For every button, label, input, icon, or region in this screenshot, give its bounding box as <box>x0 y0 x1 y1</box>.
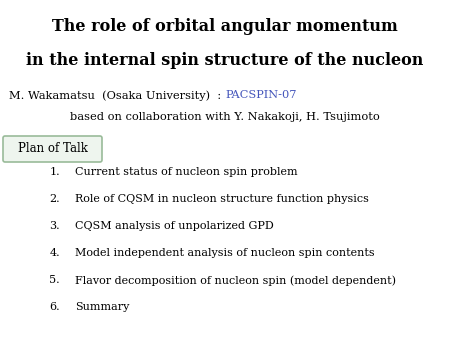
Text: Model independent analysis of nucleon spin contents: Model independent analysis of nucleon sp… <box>75 248 374 258</box>
Text: The role of orbital angular momentum: The role of orbital angular momentum <box>52 18 398 35</box>
Text: 5.: 5. <box>50 275 60 285</box>
Text: CQSM analysis of unpolarized GPD: CQSM analysis of unpolarized GPD <box>75 221 274 231</box>
Text: Flavor decomposition of nucleon spin (model dependent): Flavor decomposition of nucleon spin (mo… <box>75 275 396 286</box>
Text: 6.: 6. <box>50 302 60 312</box>
Text: M. Wakamatsu  (Osaka University)  :: M. Wakamatsu (Osaka University) : <box>9 90 225 101</box>
Text: 4.: 4. <box>50 248 60 258</box>
Text: in the internal spin structure of the nucleon: in the internal spin structure of the nu… <box>26 52 424 69</box>
Text: based on collaboration with Y. Nakakoji, H. Tsujimoto: based on collaboration with Y. Nakakoji,… <box>70 112 380 122</box>
FancyBboxPatch shape <box>3 136 102 162</box>
Text: Summary: Summary <box>75 302 130 312</box>
Text: 2.: 2. <box>50 194 60 204</box>
Text: 3.: 3. <box>50 221 60 231</box>
Text: Current status of nucleon spin problem: Current status of nucleon spin problem <box>75 167 297 177</box>
Text: 1.: 1. <box>50 167 60 177</box>
Text: Plan of Talk: Plan of Talk <box>18 143 87 155</box>
Text: Role of CQSM in nucleon structure function physics: Role of CQSM in nucleon structure functi… <box>75 194 369 204</box>
Text: PACSPIN-07: PACSPIN-07 <box>225 90 297 100</box>
